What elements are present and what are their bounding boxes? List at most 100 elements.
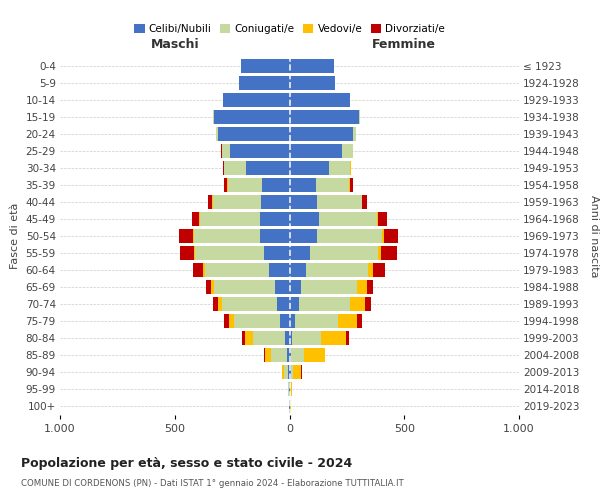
Bar: [290, 246, 378, 260]
Bar: [222, 144, 290, 158]
Bar: [179, 230, 290, 243]
Bar: [289, 366, 290, 380]
Bar: [290, 76, 335, 90]
Bar: [223, 93, 290, 107]
Bar: [290, 400, 291, 413]
Bar: [193, 230, 290, 243]
Bar: [265, 348, 290, 362]
Bar: [216, 127, 290, 141]
Bar: [290, 246, 380, 260]
Bar: [290, 348, 304, 362]
Bar: [290, 366, 293, 380]
Bar: [269, 264, 290, 278]
Bar: [239, 76, 290, 90]
Bar: [290, 314, 362, 328]
Bar: [287, 382, 290, 396]
Bar: [290, 178, 350, 192]
Bar: [199, 212, 290, 226]
Bar: [290, 230, 383, 243]
Bar: [214, 298, 290, 312]
Bar: [290, 230, 382, 243]
Bar: [222, 298, 290, 312]
Bar: [227, 178, 290, 192]
Bar: [290, 178, 316, 192]
Bar: [194, 246, 290, 260]
Y-axis label: Fasce di età: Fasce di età: [10, 203, 20, 270]
Bar: [290, 110, 361, 124]
Bar: [271, 348, 290, 362]
Bar: [290, 212, 319, 226]
Bar: [290, 332, 349, 345]
Bar: [239, 76, 290, 90]
Bar: [290, 195, 362, 209]
Bar: [218, 298, 290, 312]
Bar: [289, 382, 290, 396]
Bar: [290, 314, 295, 328]
Bar: [196, 246, 290, 260]
Bar: [213, 110, 290, 124]
Bar: [290, 332, 346, 345]
Bar: [262, 178, 290, 192]
Bar: [235, 314, 290, 328]
Bar: [290, 348, 325, 362]
Bar: [290, 127, 356, 141]
Bar: [224, 161, 290, 175]
Bar: [290, 59, 334, 73]
Bar: [290, 212, 379, 226]
Bar: [290, 298, 365, 312]
Bar: [290, 382, 292, 396]
Bar: [229, 314, 290, 328]
Bar: [224, 314, 290, 328]
Bar: [224, 178, 290, 192]
Bar: [290, 400, 291, 413]
Bar: [290, 298, 350, 312]
Bar: [290, 161, 329, 175]
Bar: [283, 366, 290, 380]
Bar: [290, 314, 357, 328]
Bar: [290, 144, 342, 158]
Bar: [223, 93, 290, 107]
Bar: [290, 144, 353, 158]
Bar: [290, 161, 350, 175]
Text: Maschi: Maschi: [151, 38, 199, 51]
Bar: [290, 230, 317, 243]
Bar: [290, 264, 373, 278]
Bar: [241, 59, 290, 73]
Bar: [290, 161, 352, 175]
Bar: [242, 332, 290, 345]
Bar: [290, 280, 301, 294]
Bar: [212, 195, 290, 209]
Bar: [241, 59, 290, 73]
Bar: [290, 280, 357, 294]
Bar: [213, 110, 290, 124]
Bar: [246, 161, 290, 175]
Bar: [290, 59, 334, 73]
Bar: [290, 280, 367, 294]
Bar: [290, 264, 368, 278]
Bar: [223, 93, 290, 107]
Text: Femmine: Femmine: [372, 38, 436, 51]
Bar: [290, 348, 292, 362]
Bar: [179, 246, 290, 260]
Bar: [290, 246, 310, 260]
Bar: [290, 280, 373, 294]
Bar: [290, 195, 317, 209]
Bar: [290, 246, 397, 260]
Bar: [280, 314, 290, 328]
Bar: [290, 212, 386, 226]
Bar: [287, 348, 290, 362]
Bar: [241, 59, 290, 73]
Bar: [239, 76, 290, 90]
Bar: [290, 298, 371, 312]
Y-axis label: Anni di nascita: Anni di nascita: [589, 195, 599, 278]
Bar: [290, 366, 302, 380]
Bar: [290, 382, 292, 396]
Bar: [206, 280, 290, 294]
Bar: [287, 382, 290, 396]
Text: Popolazione per età, sesso e stato civile - 2024: Popolazione per età, sesso e stato civil…: [21, 458, 352, 470]
Bar: [261, 195, 290, 209]
Bar: [203, 264, 290, 278]
Bar: [224, 161, 290, 175]
Bar: [265, 348, 290, 362]
Bar: [239, 76, 290, 90]
